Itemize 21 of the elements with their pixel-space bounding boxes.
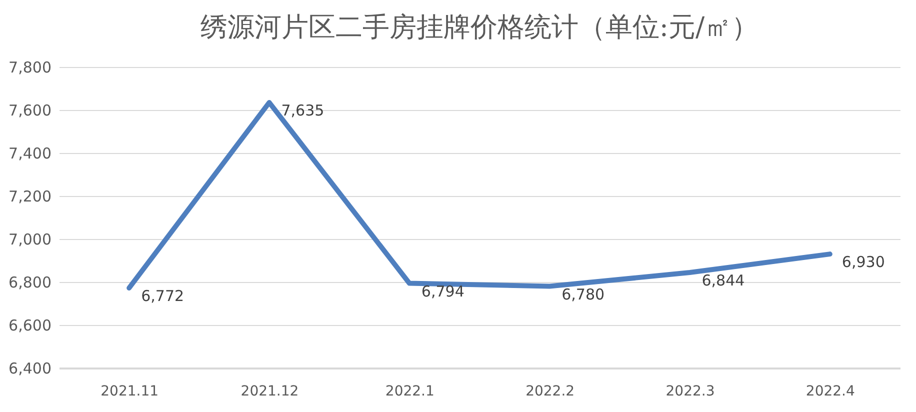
data-label: 6,844 [702, 272, 745, 290]
data-label: 6,772 [141, 287, 184, 306]
chart-title: 绣源河片区二手房挂牌价格统计（单位:元/㎡） [200, 12, 759, 43]
x-tick-label: 2021.12 [240, 384, 299, 400]
y-tick-label: 6,600 [8, 316, 52, 334]
x-tick-label: 2022.1 [385, 384, 434, 400]
x-tick-label: 2022.2 [526, 384, 575, 400]
y-tick-label: 7,200 [8, 188, 52, 206]
data-label: 7,635 [281, 101, 324, 120]
y-tick-label: 7,800 [8, 58, 52, 76]
data-label: 6,930 [842, 253, 885, 272]
x-tick-label: 2021.11 [100, 384, 159, 400]
y-tick-label: 7,400 [8, 144, 52, 162]
y-tick-label: 7,000 [8, 230, 52, 248]
data-label: 6,794 [421, 282, 464, 300]
x-tick-label: 2022.4 [806, 384, 855, 400]
y-tick-label: 6,400 [8, 360, 52, 378]
y-tick-label: 6,800 [8, 274, 52, 292]
x-tick-label: 2022.3 [666, 384, 715, 400]
data-label: 6,780 [562, 285, 605, 304]
y-tick-label: 7,600 [8, 102, 52, 120]
